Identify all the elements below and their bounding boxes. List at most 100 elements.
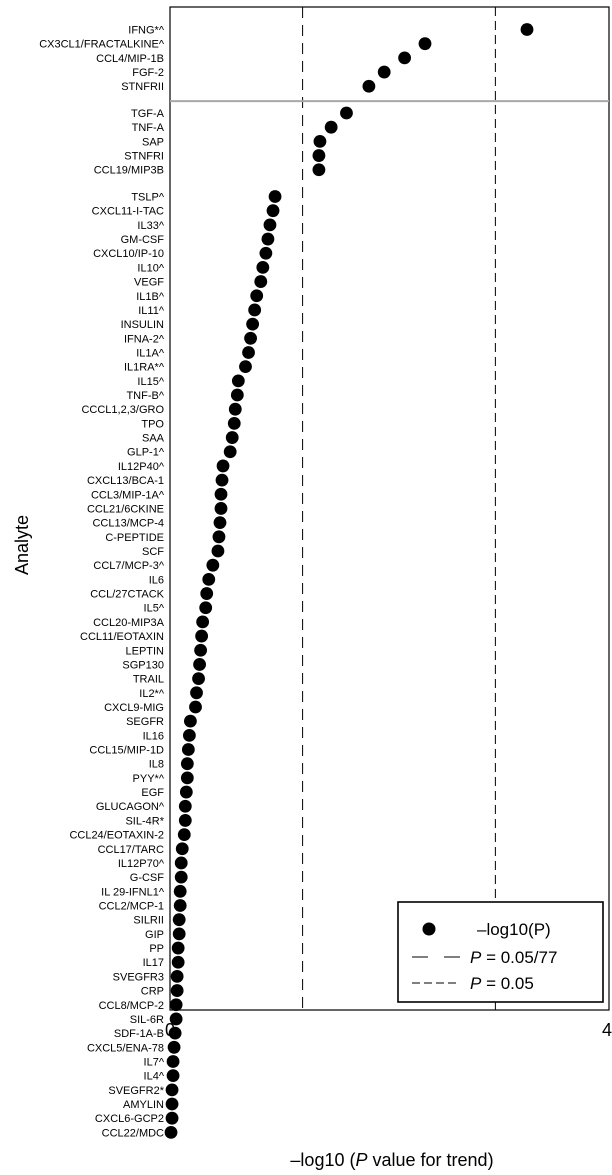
category-label: CCL24/EOTAXIN-2 xyxy=(69,830,164,842)
category-label: IFNA-2^ xyxy=(124,333,165,345)
category-label: IL2*^ xyxy=(139,688,165,700)
category-label: IL1A^ xyxy=(136,347,165,359)
category-label: TPO xyxy=(141,418,164,430)
data-point xyxy=(254,275,268,288)
category-label: CCL/27CTACK xyxy=(90,589,164,601)
y-axis-title: Analyte xyxy=(12,515,32,575)
category-label: CCL21/6CKINE xyxy=(87,503,164,515)
data-point xyxy=(174,870,188,884)
category-label: CCL15/MIP-1D xyxy=(89,745,164,757)
category-label: IL5^ xyxy=(144,603,165,615)
data-point xyxy=(189,700,202,714)
legend-label-nominal: P = 0.05 xyxy=(470,974,534,993)
data-point xyxy=(170,970,184,983)
data-point xyxy=(178,814,192,827)
data-point xyxy=(263,218,277,232)
category-label: PYY*^ xyxy=(133,773,165,785)
category-label: TRAIL xyxy=(133,674,164,686)
category-label: SVEGFR3 xyxy=(113,971,164,983)
data-point xyxy=(166,1055,180,1068)
category-label: CXCL6-GCP2 xyxy=(95,1113,164,1125)
data-point xyxy=(180,771,194,785)
category-label: GLUCAGON^ xyxy=(96,801,165,813)
data-point xyxy=(177,828,191,841)
category-label: SDF-1A-B xyxy=(114,1028,164,1040)
category-label: CX3CL1/FRACTALKINE^ xyxy=(39,39,165,51)
category-label: SEGFR xyxy=(126,716,164,728)
data-point xyxy=(175,842,189,856)
data-point xyxy=(200,587,214,600)
category-label: CCL17/TARC xyxy=(98,844,164,856)
data-point xyxy=(312,149,326,162)
category-label: SIL-4R* xyxy=(125,815,164,827)
data-point xyxy=(190,686,203,700)
category-label: IL16 xyxy=(143,730,164,742)
data-point xyxy=(250,289,264,303)
category-label: GIP xyxy=(145,929,164,941)
data-point xyxy=(244,331,257,345)
data-point xyxy=(178,799,192,813)
legend-p-symbol: P xyxy=(470,948,482,967)
data-point xyxy=(215,473,229,487)
legend-label-bonferroni: P = 0.05/77 xyxy=(470,948,557,967)
category-label: IL6 xyxy=(149,574,164,586)
data-point xyxy=(239,360,252,374)
category-label: CXCL5/ENA-78 xyxy=(87,1042,164,1054)
category-label: TNF-A xyxy=(132,122,165,134)
category-label: IL10^ xyxy=(137,262,164,274)
data-point xyxy=(181,743,195,756)
data-point xyxy=(418,37,432,51)
category-label: IL11^ xyxy=(138,305,165,317)
data-point xyxy=(246,317,260,331)
axes-layer: 04–log10 (P value for trend)Analyte xyxy=(12,6,612,1170)
data-point xyxy=(172,927,186,941)
data-point xyxy=(377,65,391,79)
category-label: IFNG*^ xyxy=(128,25,165,37)
category-label: SAA xyxy=(142,433,165,445)
category-label: CCL4/MIP-1B xyxy=(96,53,164,65)
category-label: CXCL9-MIG xyxy=(104,702,164,714)
category-label: IL 29-IFNL1^ xyxy=(101,886,165,898)
category-label: CCL20-MIP3A xyxy=(93,617,165,629)
category-label: IL7^ xyxy=(144,1056,165,1068)
data-point xyxy=(520,23,534,36)
data-point xyxy=(195,629,209,643)
data-point xyxy=(206,558,220,572)
data-point xyxy=(231,374,245,388)
category-label: IL12P70^ xyxy=(118,858,165,870)
category-label: IL1B^ xyxy=(136,291,165,303)
data-point xyxy=(182,728,196,742)
category-label: CXCL13/BCA-1 xyxy=(87,475,164,487)
category-label: SAP xyxy=(142,136,164,148)
data-point xyxy=(213,516,227,530)
data-point xyxy=(256,261,270,274)
category-label: CRP xyxy=(141,986,164,998)
data-point xyxy=(196,615,210,629)
category-label: CCL2/MCP-1 xyxy=(99,901,164,913)
category-label: G-CSF xyxy=(130,872,165,884)
data-point xyxy=(174,856,188,870)
data-point xyxy=(242,346,255,359)
data-point xyxy=(167,1040,181,1054)
data-point xyxy=(165,1111,179,1125)
category-label: IL1RA*^ xyxy=(124,362,165,374)
legend-p-symbol: P xyxy=(470,974,482,993)
category-label: TNF-B^ xyxy=(126,390,164,402)
data-point xyxy=(261,232,275,246)
data-point xyxy=(193,658,206,671)
category-label: CXCL10/IP-10 xyxy=(93,248,164,260)
category-label: CCL7/MCP-3^ xyxy=(93,560,164,572)
data-point xyxy=(168,1026,182,1040)
category-label: IL15^ xyxy=(137,376,164,388)
data-point xyxy=(171,955,185,969)
data-point xyxy=(179,785,193,799)
data-point xyxy=(312,163,326,177)
data-point xyxy=(171,941,185,955)
category-label: GM-CSF xyxy=(121,234,165,246)
x-axis-title: –log10 (P value for trend) xyxy=(290,1150,493,1170)
legend-box xyxy=(397,901,604,1003)
category-label: CCL13/MCP-4 xyxy=(92,518,164,530)
data-point xyxy=(227,416,241,430)
category-label: IL8 xyxy=(149,759,164,771)
